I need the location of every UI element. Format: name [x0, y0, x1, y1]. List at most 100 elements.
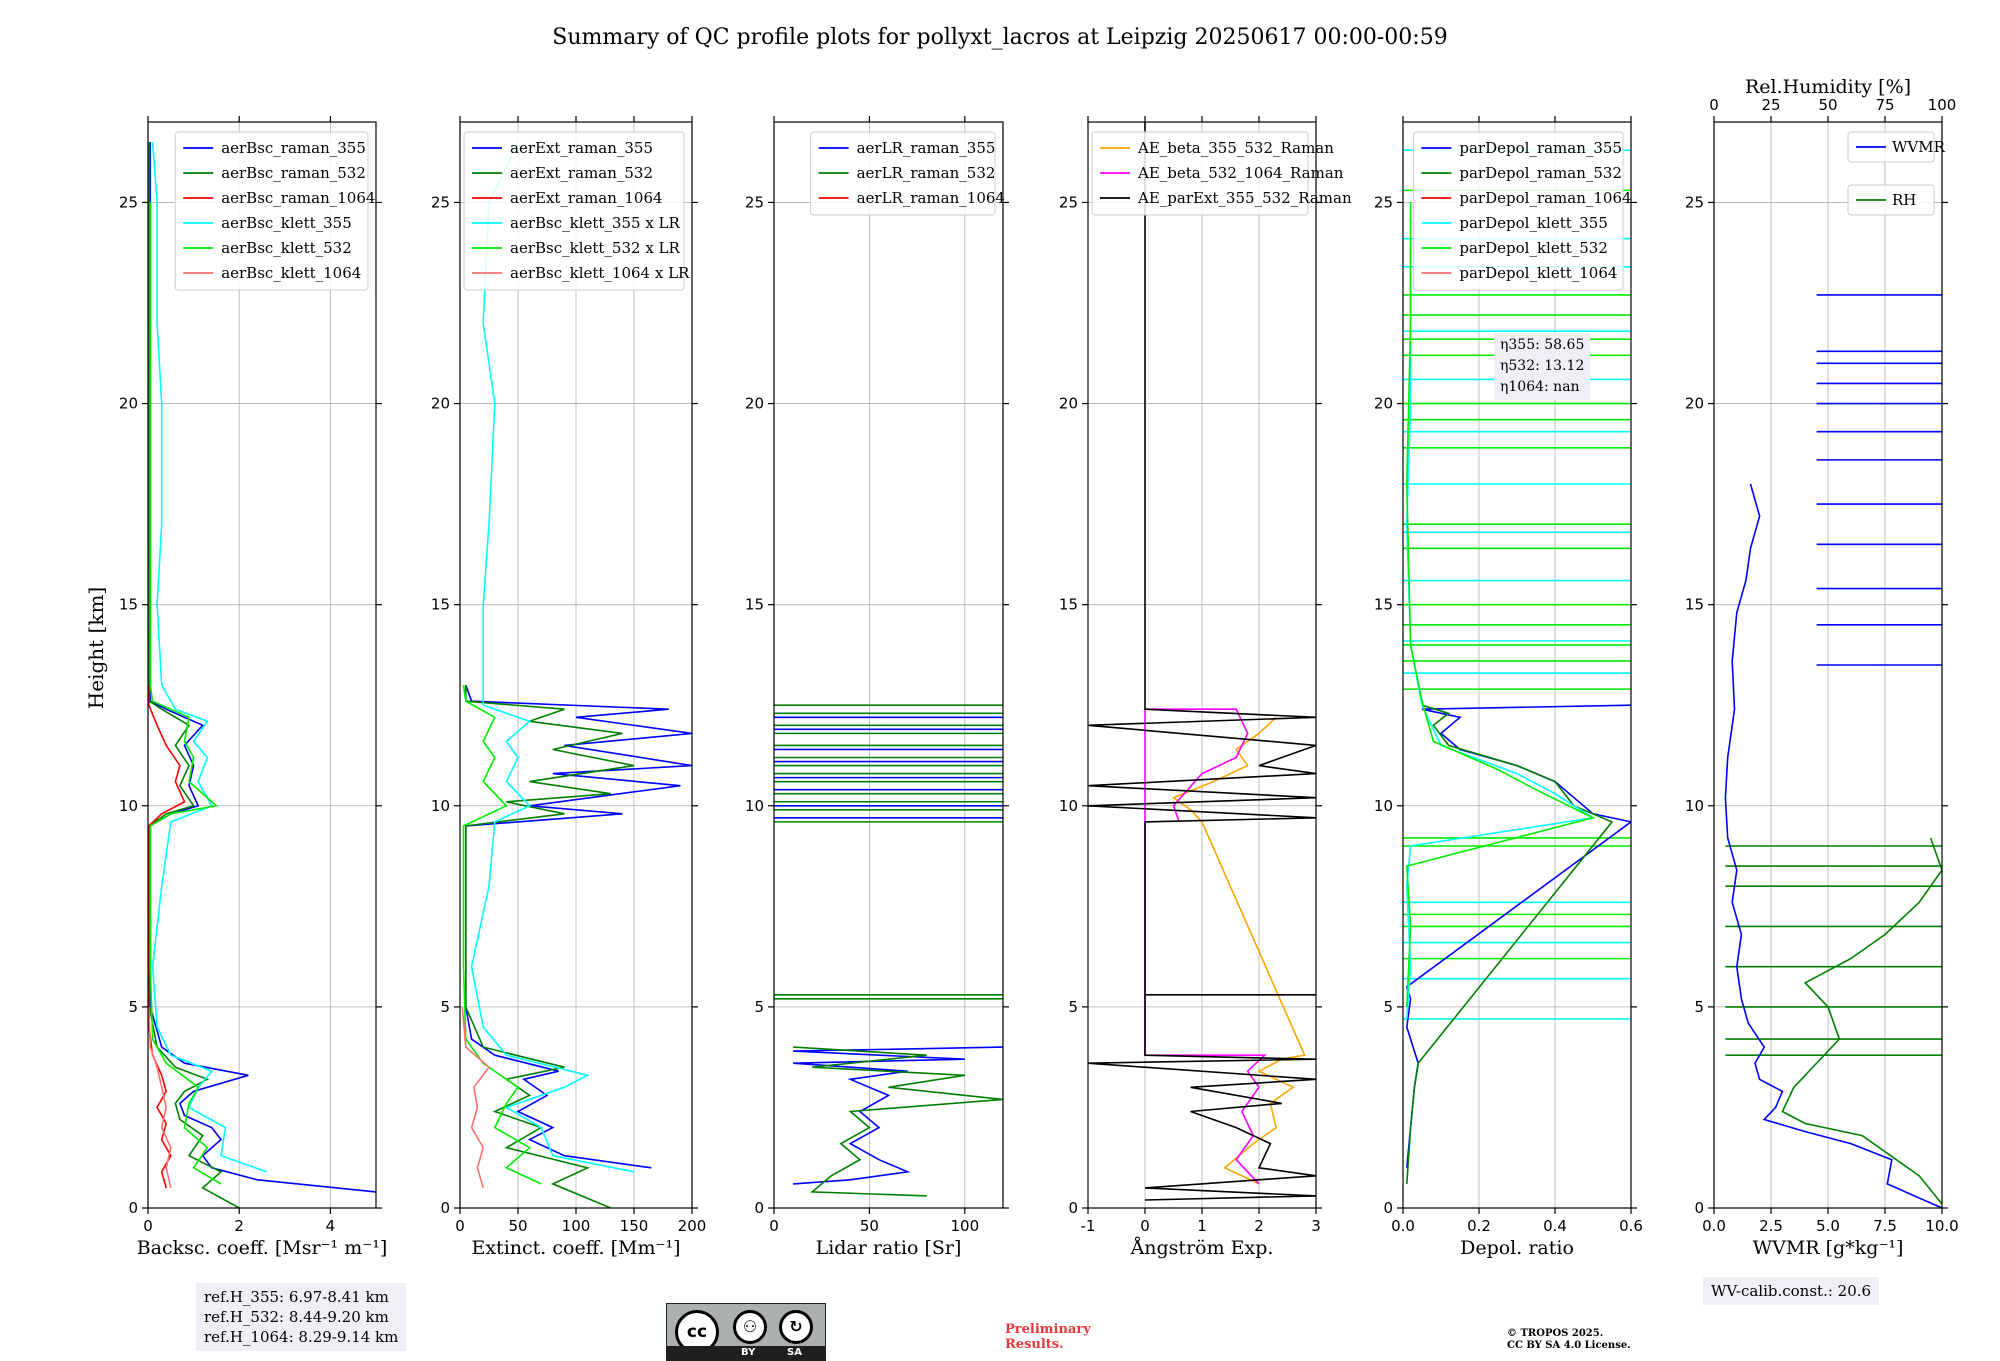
y-tick-label: 20: [745, 395, 764, 413]
sa-label: SA: [787, 1347, 802, 1358]
panel-extinction: 0 50 100 150 200 0 5 10 15 20 25 Extinct. coeff. [M…: [431, 116, 706, 1259]
legend-label: parDepol_klett_355: [1459, 214, 1608, 232]
y-tick-label: 5: [128, 998, 138, 1016]
by-label: BY: [741, 1347, 756, 1358]
series-line-aerBsc_klett_532: [149, 202, 222, 1185]
legend-box: [1091, 131, 1309, 216]
legend-label: AE_beta_355_532_Raman: [1137, 139, 1334, 157]
legend-box: [463, 131, 685, 291]
y-tick-label: 0: [754, 1199, 764, 1217]
x-axis-label: WVMR [g*kg⁻¹]: [1753, 1237, 1904, 1259]
x-axis-label: Extinct. coeff. [Mm⁻¹]: [471, 1237, 680, 1259]
series-line-aerExt_raman_532: [464, 685, 635, 1208]
plot-area: [1088, 122, 1316, 1201]
legend-box: [174, 131, 369, 291]
legend-label: parDepol_klett_532: [1459, 239, 1608, 257]
x-tick-label: 0.4: [1543, 1217, 1567, 1235]
y-tick-label: 5: [1383, 998, 1393, 1016]
x-tick-label: 0: [143, 1217, 153, 1235]
x-tick-label: 1: [1197, 1217, 1207, 1235]
series-line-aerBsc_raman_1064: [148, 685, 186, 1189]
x-tick-label: 0: [455, 1217, 465, 1235]
panel-backscatter: 0 2 4 0 5 10 15 20 25 Backsc. coeff. [Msr⁻¹ m⁻¹] a…: [119, 116, 387, 1259]
x-tick-label: 150: [620, 1217, 649, 1235]
sa-icon: ↻: [779, 1310, 813, 1344]
y-axis-label: Height [km]: [84, 587, 108, 709]
y-tick-label: 5: [440, 998, 450, 1016]
by-icon: ⚇: [733, 1310, 767, 1344]
legend-label: AE_beta_532_1064_Raman: [1137, 164, 1344, 182]
x-tick-label: 0.6: [1619, 1217, 1643, 1235]
y-tick-label: 25: [119, 193, 138, 211]
plot-area: [1403, 149, 1631, 1184]
x2-tick-label: 75: [1875, 96, 1894, 114]
x-tick-label: 10.0: [1925, 1217, 1958, 1235]
preliminary-line-2: Results.: [1005, 1337, 1064, 1352]
x-axis-label: Backsc. coeff. [Msr⁻¹ m⁻¹]: [137, 1237, 388, 1259]
legend-label: AE_parExt_355_532_Raman: [1137, 189, 1352, 207]
panel-depol: 0.0 0.2 0.4 0.6 0 5 10 15 20 25 Depol. ratio parDep…: [1374, 116, 1643, 1259]
legend-label: aerBsc_klett_1064: [221, 264, 361, 282]
series-line-aerBsc_klett_1064: [148, 1006, 172, 1189]
panel-wvmr_rh: 0.0 2.5 5.0 7.5 10.0 0 5 10 15 20 25 WVMR [g*kg⁻¹] 0…: [1685, 76, 1959, 1259]
y-tick-label: 25: [745, 193, 764, 211]
y-tick-label: 15: [1059, 596, 1078, 614]
legend-label: aerExt_raman_532: [510, 164, 653, 182]
eta-355: η355: 58.65: [1500, 337, 1585, 353]
legend-label: aerBsc_raman_1064: [221, 189, 375, 207]
y-tick-label: 25: [1059, 193, 1078, 211]
plot-frame: [147, 121, 377, 1209]
y-tick-label: 0: [1694, 1199, 1704, 1217]
series-line-AE_parExt_355_532_Raman: [1088, 122, 1316, 1201]
legend-label: parDepol_raman_532: [1459, 164, 1622, 182]
x2-tick-label: 50: [1818, 96, 1837, 114]
x-tick-label: 100: [951, 1217, 980, 1235]
legend-box: [810, 131, 996, 216]
y-tick-label: 10: [745, 797, 764, 815]
y-tick-label: 0: [128, 1199, 138, 1217]
legend-label: aerBsc_klett_355 x LR: [510, 214, 681, 232]
y-tick-label: 15: [1685, 596, 1704, 614]
x-tick-label: 100: [562, 1217, 591, 1235]
y-tick-label: 15: [1374, 596, 1393, 614]
panel-lidar_ratio: 0 50 100 0 5 10 15 20 25 Lidar ratio [Sr] aerLR_ra…: [745, 116, 1009, 1259]
x-tick-label: 200: [678, 1217, 707, 1235]
series-line-RH: [1781, 837, 1942, 1205]
legend-label: aerBsc_klett_532 x LR: [510, 239, 681, 257]
x-axis-label: Lidar ratio [Sr]: [816, 1237, 962, 1259]
series-line-aerBsc_klett_532 x LR: [462, 684, 542, 1185]
legend-label: aerExt_raman_1064: [510, 189, 663, 207]
y-tick-label: 25: [1685, 193, 1704, 211]
y-tick-label: 10: [1059, 797, 1078, 815]
plot-area: [1724, 294, 1942, 1208]
y-tick-label: 10: [1685, 797, 1704, 815]
ref-height-1064: ref.H_1064: 8.29-9.14 km: [204, 1328, 399, 1346]
legend-box: [1412, 131, 1624, 291]
legend-label: aerBsc_klett_1064 x LR: [510, 264, 690, 282]
eta-532: η532: 13.12: [1500, 358, 1585, 374]
y-tick-label: 20: [1685, 395, 1704, 413]
plot-area: [774, 704, 1003, 1197]
x2-tick-label: 100: [1928, 96, 1957, 114]
x-tick-label: 4: [326, 1217, 336, 1235]
series-line-parDepol_klett_532: [1405, 202, 1596, 1007]
eta-box: η355: 58.65 η532: 13.12 η1064: nan: [1494, 333, 1591, 400]
x-tick-label: 50: [508, 1217, 527, 1235]
series-line-aerBsc_klett_355 x LR: [470, 141, 635, 1173]
y-tick-label: 10: [431, 797, 450, 815]
series-line-AE_beta_355_532_Raman: [1171, 716, 1306, 1185]
wv-calib-box: WV-calib.const.: 20.6: [1703, 1277, 1880, 1305]
copyright-note: © TROPOS 2025. CC BY SA 4.0 License.: [1507, 1328, 1631, 1352]
series-line-aerLR_raman_355: [793, 1046, 1003, 1185]
series-line-AE_beta_532_1064_Raman: [1144, 708, 1267, 1185]
y-tick-label: 20: [1374, 395, 1393, 413]
y-tick-label: 0: [1383, 1199, 1393, 1217]
x-tick-label: 3: [1311, 1217, 1321, 1235]
series-line-aerBsc_klett_355: [151, 142, 267, 1173]
preliminary-line-1: Preliminary: [1005, 1322, 1091, 1337]
x-tick-label: 2: [234, 1217, 244, 1235]
legend-label: aerBsc_klett_532: [221, 239, 352, 257]
legend-label: RH: [1892, 191, 1916, 209]
x-tick-label: 0: [769, 1217, 779, 1235]
